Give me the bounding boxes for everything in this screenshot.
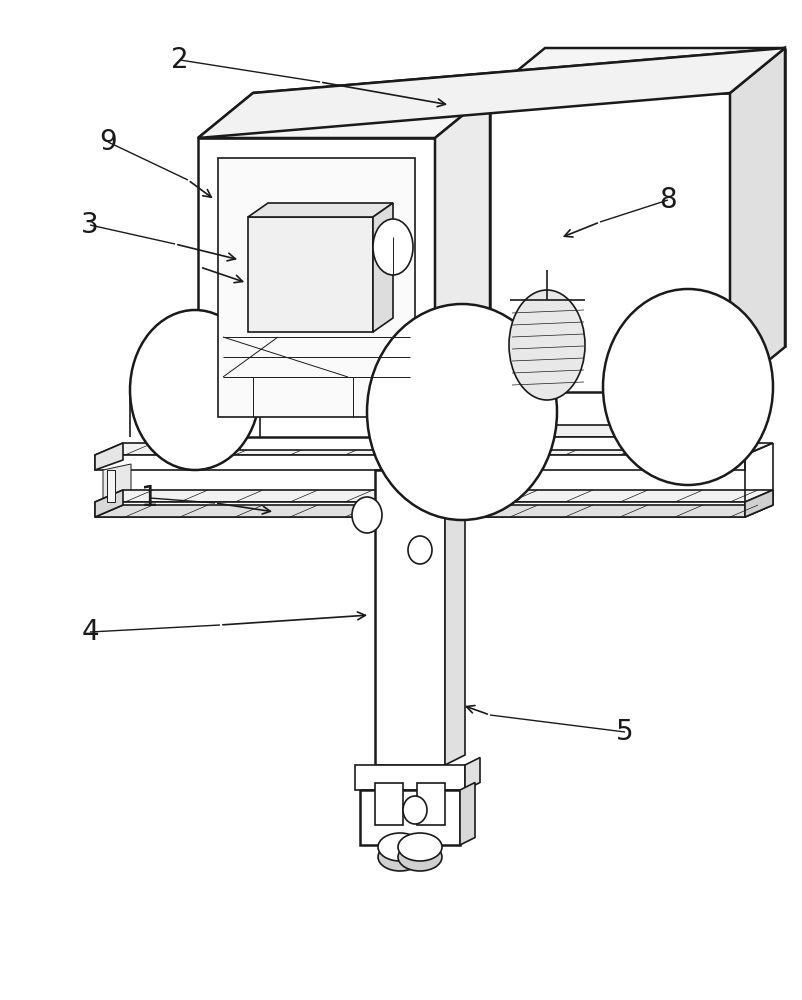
- Ellipse shape: [378, 833, 422, 861]
- Polygon shape: [435, 93, 490, 437]
- Ellipse shape: [378, 843, 422, 871]
- Ellipse shape: [130, 310, 260, 470]
- Polygon shape: [445, 460, 465, 765]
- Ellipse shape: [352, 497, 382, 533]
- Polygon shape: [373, 203, 393, 332]
- Bar: [218, 158, 415, 417]
- Text: 1: 1: [141, 484, 159, 512]
- Polygon shape: [490, 48, 785, 93]
- Polygon shape: [95, 443, 773, 455]
- Bar: [375, 783, 403, 825]
- Ellipse shape: [373, 219, 413, 275]
- Text: 8: 8: [659, 186, 677, 214]
- Polygon shape: [248, 217, 373, 332]
- Polygon shape: [95, 490, 773, 502]
- Polygon shape: [460, 782, 475, 845]
- Ellipse shape: [603, 289, 773, 485]
- Polygon shape: [490, 93, 730, 392]
- Text: 5: 5: [616, 718, 634, 746]
- Polygon shape: [240, 437, 720, 450]
- Polygon shape: [107, 470, 115, 502]
- Text: 9: 9: [99, 128, 117, 156]
- Polygon shape: [465, 758, 480, 790]
- Bar: [417, 783, 445, 825]
- Polygon shape: [95, 443, 123, 470]
- Polygon shape: [103, 464, 131, 502]
- Ellipse shape: [509, 290, 585, 400]
- Polygon shape: [730, 48, 785, 392]
- Polygon shape: [95, 505, 773, 517]
- Polygon shape: [198, 48, 785, 138]
- Polygon shape: [248, 203, 393, 217]
- Text: 2: 2: [171, 46, 188, 74]
- Ellipse shape: [398, 843, 442, 871]
- Polygon shape: [745, 490, 773, 517]
- Text: 3: 3: [81, 211, 99, 239]
- Polygon shape: [95, 490, 123, 517]
- Polygon shape: [360, 790, 460, 845]
- Ellipse shape: [398, 833, 442, 861]
- Polygon shape: [95, 502, 745, 517]
- Text: 4: 4: [81, 618, 99, 646]
- Ellipse shape: [403, 796, 427, 824]
- Polygon shape: [95, 455, 745, 470]
- Polygon shape: [240, 425, 748, 437]
- Polygon shape: [198, 138, 435, 437]
- Ellipse shape: [408, 536, 432, 564]
- Polygon shape: [355, 765, 465, 790]
- Polygon shape: [198, 93, 490, 138]
- Ellipse shape: [367, 304, 557, 520]
- Polygon shape: [375, 470, 445, 765]
